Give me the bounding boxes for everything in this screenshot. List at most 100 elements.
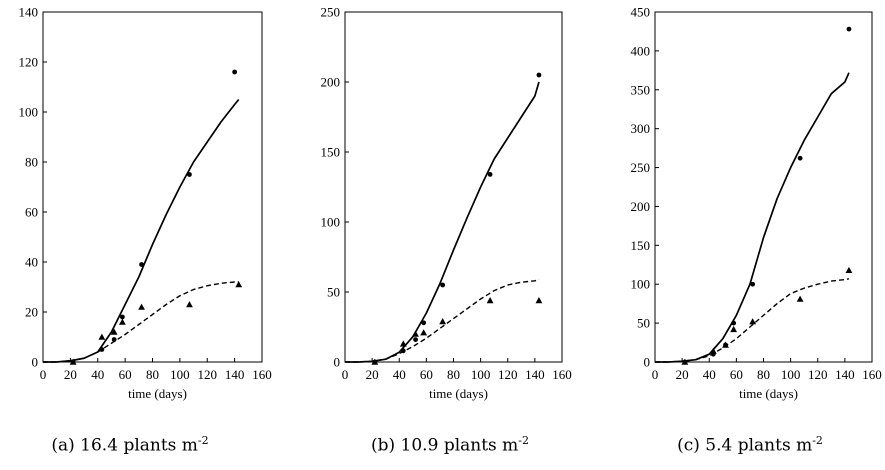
y-tick-label-b: 250 xyxy=(321,5,341,20)
x-tick-label-c: 60 xyxy=(730,367,743,382)
x-tick-label-c: 120 xyxy=(808,367,828,382)
data-point-circle-b xyxy=(413,337,418,342)
data-point-circle-b xyxy=(440,282,446,288)
data-point-circle-a xyxy=(111,337,117,342)
model-curve-dashed-a xyxy=(43,281,239,363)
model-curve-solid-c xyxy=(655,72,850,363)
x-tick-label-c: 100 xyxy=(781,367,801,382)
data-point-triangle-b xyxy=(535,297,543,304)
x-tick-label-a: 60 xyxy=(119,367,132,382)
chart-b: 0 20 40 60 80 100 120 140 160 0 50 100 150 200 250 time… xyxy=(321,5,572,402)
y-tick-label-a: 60 xyxy=(25,205,38,220)
y-tick-label-b: 50 xyxy=(327,285,340,300)
x-tick-label-b: 160 xyxy=(552,367,572,382)
x-tick-label-b: 60 xyxy=(420,367,433,382)
caption-a-exponent: -2 xyxy=(197,434,209,447)
y-tick-label-a: 120 xyxy=(19,55,39,70)
data-point-triangle-b xyxy=(420,329,428,336)
y-tick-label-c: 400 xyxy=(631,43,651,58)
plot-frame-c xyxy=(654,11,873,363)
y-tick-label-c: 0 xyxy=(644,355,651,370)
data-point-triangle-a xyxy=(98,333,106,340)
plot-frame-b xyxy=(344,11,563,363)
y-tick-label-b: 100 xyxy=(321,215,341,230)
data-point-triangle-c xyxy=(722,341,729,348)
x-tick-label-a: 0 xyxy=(40,367,47,382)
y-tick-label-c: 250 xyxy=(631,160,651,175)
y-tick-label-b: 200 xyxy=(321,75,341,90)
data-point-triangle-c xyxy=(845,266,853,274)
x-tick-label-b: 80 xyxy=(447,367,460,382)
caption-c-letter: (c) xyxy=(677,435,700,456)
plot-frame-a xyxy=(42,11,263,363)
model-curve-dashed-c xyxy=(655,278,850,363)
y-tick-label-c: 100 xyxy=(631,277,651,292)
x-tick-label-b: 140 xyxy=(525,367,545,382)
caption-b-letter: (b) xyxy=(370,435,396,456)
y-tick-label-a: 80 xyxy=(25,155,38,170)
y-tick-label-a: 0 xyxy=(32,355,39,370)
data-point-triangle-a xyxy=(69,358,77,365)
data-point-triangle-a xyxy=(186,301,193,308)
x-tick-label-a: 40 xyxy=(91,367,104,382)
data-point-circle-a xyxy=(119,314,125,320)
y-tick-label-a: 100 xyxy=(19,105,39,120)
data-point-triangle-c xyxy=(730,325,738,333)
chart-panel-a: 0 20 40 60 80 100 120 140 160 0 20 40 60 80 100 120 140 t… xyxy=(0,0,285,470)
data-point-triangle-a xyxy=(138,303,145,310)
x-tick-label-a: 160 xyxy=(252,367,272,382)
caption-a-unit: plants m xyxy=(123,435,198,456)
x-tick-label-c: 40 xyxy=(703,367,716,382)
y-tick-label-c: 300 xyxy=(631,121,651,136)
x-tick-label-b: 40 xyxy=(393,367,406,382)
chart-a: 0 20 40 60 80 100 120 140 160 0 20 40 60 80 100 120 140 t… xyxy=(19,5,272,402)
y-tick-label-c: 150 xyxy=(631,238,651,253)
x-tick-label-a: 120 xyxy=(198,367,218,382)
caption-c-exponent: -2 xyxy=(812,434,823,447)
x-tick-label-b: 0 xyxy=(342,367,349,382)
x-tick-label-a: 20 xyxy=(64,367,77,382)
y-tick-label-a: 40 xyxy=(25,255,38,270)
caption-c-unit: plants m xyxy=(737,435,813,456)
x-axis-title-b: time (days) xyxy=(429,386,488,401)
data-point-circle-b xyxy=(536,72,542,78)
data-point-circle-c xyxy=(846,26,852,32)
x-axis-title-c: time (days) xyxy=(739,386,798,401)
x-tick-label-c: 20 xyxy=(676,367,689,382)
data-point-circle-c xyxy=(797,155,803,161)
y-tick-label-b: 150 xyxy=(321,145,341,160)
caption-a-letter: (a) xyxy=(51,435,75,456)
data-point-triangle-c xyxy=(796,295,804,302)
caption-b-density: 10.9 xyxy=(400,435,439,456)
data-point-circle-c xyxy=(750,281,756,287)
data-point-circle-a xyxy=(232,69,238,75)
x-tick-label-b: 20 xyxy=(366,367,379,382)
y-tick-label-c: 200 xyxy=(631,199,651,214)
caption-b: (b) 10.9 plants m-2 xyxy=(320,434,580,456)
caption-a: (a) 16.4 plants m-2 xyxy=(0,434,260,456)
y-tick-label-c: 350 xyxy=(631,82,651,97)
data-point-triangle-a xyxy=(118,318,126,325)
y-tick-label-a: 20 xyxy=(25,305,38,320)
x-tick-label-c: 0 xyxy=(652,367,659,382)
x-tick-label-c: 80 xyxy=(757,367,770,382)
data-point-triangle-a xyxy=(235,281,243,288)
caption-b-unit: plants m xyxy=(443,435,519,456)
y-tick-label-c: 450 xyxy=(631,5,651,20)
model-curve-dashed-b xyxy=(345,278,540,363)
caption-a-density: 16.4 xyxy=(80,435,119,456)
data-point-triangle-a xyxy=(110,328,118,335)
caption-c: (c) 5.4 plants m-2 xyxy=(620,434,880,456)
data-point-triangle-b xyxy=(486,297,494,304)
chart-panel-b: 0 20 40 60 80 100 120 140 160 0 50 100 150 200 250 time… xyxy=(300,0,585,470)
caption-b-exponent: -2 xyxy=(518,434,530,447)
x-tick-label-a: 140 xyxy=(225,367,245,382)
chart-panel-c: 0 20 40 60 80 100 120 140 160 0 50 100 150 200 250 300 3… xyxy=(610,0,885,470)
x-tick-label-a: 80 xyxy=(146,367,159,382)
x-tick-label-c: 140 xyxy=(835,367,855,382)
x-axis-title-a: time (days) xyxy=(128,386,187,401)
x-tick-label-c: 160 xyxy=(862,367,882,382)
caption-c-density: 5.4 xyxy=(705,435,733,456)
y-tick-label-a: 140 xyxy=(19,5,39,20)
data-point-triangle-c xyxy=(749,318,757,325)
